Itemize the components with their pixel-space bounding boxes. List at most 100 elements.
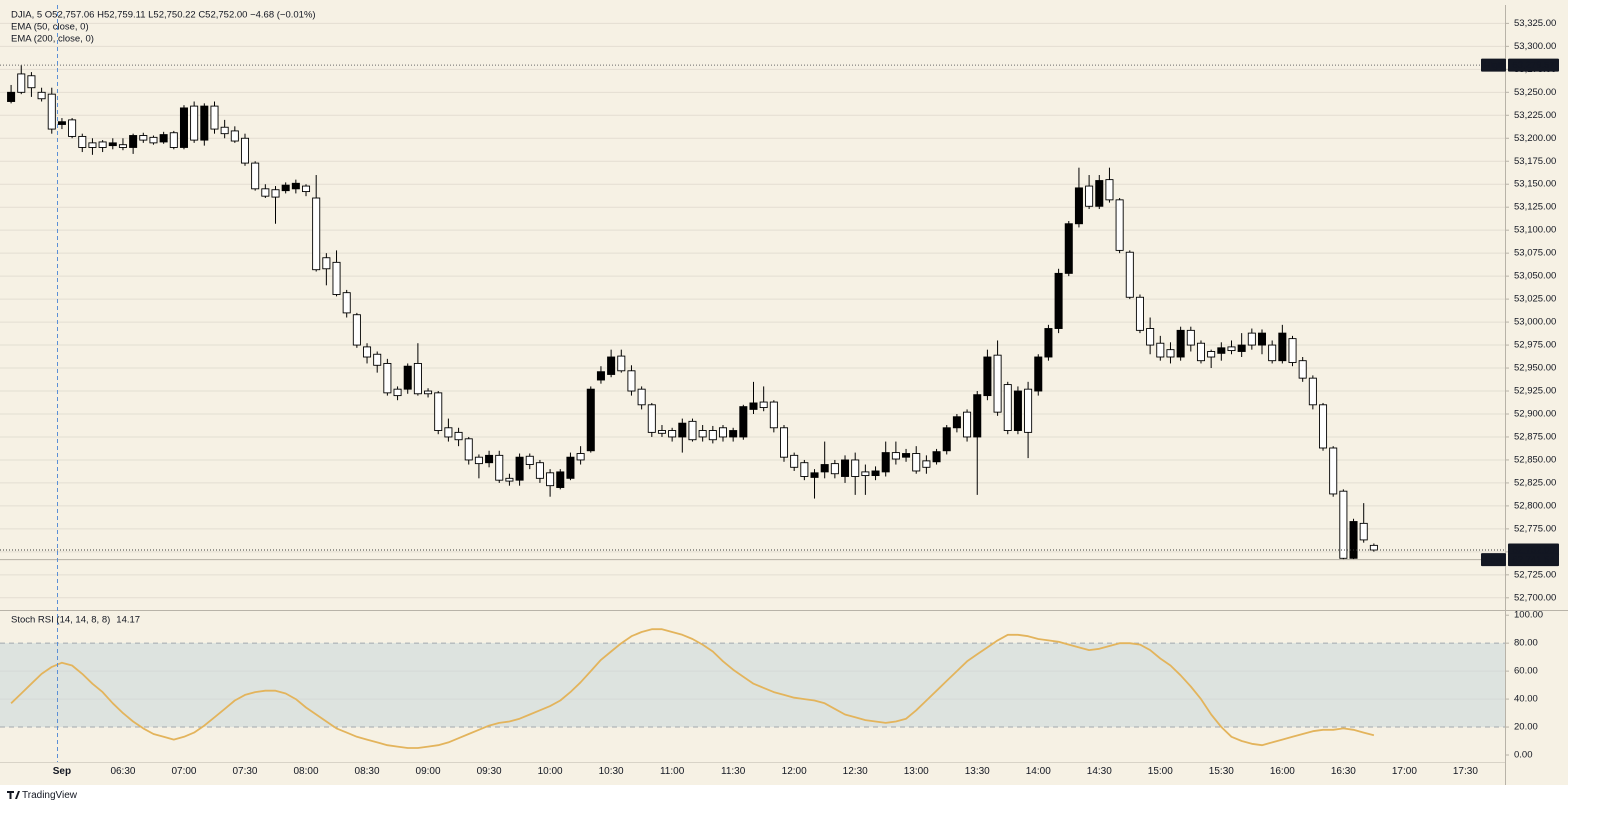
- candle-body: [1217, 347, 1226, 354]
- candle-body: [403, 365, 412, 390]
- candle-body: [251, 162, 260, 190]
- candle-body: [342, 292, 351, 314]
- candle-body: [729, 430, 738, 438]
- y-tick-label: 52,875.00: [1514, 431, 1556, 442]
- candle-body: [1308, 377, 1317, 406]
- marks-layer: [0, 64, 1505, 749]
- candle-body: [230, 130, 239, 142]
- candle-body: [759, 401, 768, 409]
- candle-body: [363, 346, 372, 358]
- candle-body: [607, 356, 616, 375]
- candle-body: [637, 388, 646, 406]
- footer-brand: TradingView: [22, 790, 78, 801]
- candle-body: [281, 184, 290, 192]
- candle-body: [1054, 272, 1063, 329]
- candle-body: [17, 73, 26, 93]
- marker-label-box: [1481, 553, 1506, 567]
- candle-body: [424, 390, 433, 395]
- candle-body: [352, 314, 361, 346]
- candle-body: [1207, 351, 1216, 358]
- y-tick-label: 52,725.00: [1514, 569, 1556, 580]
- candle-body: [1115, 199, 1124, 251]
- y-tick-label: 53,050.00: [1514, 271, 1556, 282]
- candle-body: [820, 464, 829, 473]
- y-tick-label: 53,100.00: [1514, 225, 1556, 236]
- marker-label: Low: [1485, 555, 1503, 566]
- candle-body: [434, 392, 443, 431]
- candle-body: [271, 189, 280, 198]
- candle-body: [383, 362, 392, 394]
- grid-layer: [0, 22, 1509, 756]
- candle-body: [749, 402, 758, 410]
- candle-body: [291, 182, 300, 190]
- y-tick-label: 52,950.00: [1514, 363, 1556, 374]
- y-tick-label: 80.00: [1514, 638, 1538, 649]
- y-tick-label: 53,025.00: [1514, 294, 1556, 305]
- y-tick-label: 52,850.00: [1514, 454, 1556, 465]
- marker-value: 52,752.00: [1512, 545, 1554, 556]
- candle-body: [149, 136, 158, 144]
- candle-body: [902, 453, 911, 458]
- candle-body: [546, 472, 555, 487]
- candle-body: [98, 141, 107, 148]
- candle-body: [261, 188, 270, 197]
- candle-body: [678, 422, 687, 438]
- candle-body: [332, 261, 341, 295]
- candle-body: [200, 105, 209, 141]
- candle-body: [220, 126, 229, 135]
- x-tick-label: Sep: [53, 766, 71, 777]
- candle-body: [566, 456, 575, 479]
- candle-body: [444, 427, 453, 438]
- y-tick-label: 53,175.00: [1514, 156, 1556, 167]
- x-tick-label: 12:00: [782, 766, 807, 777]
- candle-body: [68, 119, 77, 137]
- candle-body: [515, 456, 524, 481]
- candle-body: [1278, 332, 1287, 362]
- candle-body: [952, 416, 961, 429]
- x-tick-label: 07:30: [232, 766, 257, 777]
- y-tick-label: 20.00: [1514, 722, 1538, 733]
- candle-body: [169, 132, 178, 148]
- x-tick-label: 14:30: [1087, 766, 1112, 777]
- candle-body: [1339, 490, 1348, 559]
- indicator-value: 14.17: [116, 615, 140, 626]
- candle-body: [27, 75, 36, 89]
- candle-body: [535, 462, 544, 479]
- y-tick-label: 53,075.00: [1514, 248, 1556, 259]
- y-tick-label: 53,300.00: [1514, 41, 1556, 52]
- candle-body: [88, 142, 97, 148]
- candle-body: [983, 356, 992, 397]
- candle-body: [1125, 251, 1134, 298]
- candle-body: [993, 354, 1002, 413]
- candle-body: [1064, 223, 1073, 274]
- x-tick-label: 10:30: [599, 766, 624, 777]
- x-tick-label: 09:00: [416, 766, 441, 777]
- candle-body: [932, 451, 941, 463]
- candle-body: [139, 135, 148, 141]
- y-tick-label: 53,325.00: [1514, 18, 1556, 29]
- candle-body: [190, 105, 199, 141]
- y-tick-label: 100.00: [1514, 610, 1543, 621]
- candle-body: [596, 371, 605, 381]
- candle-body: [922, 460, 931, 468]
- candle-body: [810, 472, 819, 478]
- x-tick-label: 15:00: [1148, 766, 1173, 777]
- text-layer: Sep 06:30 07:00 07:30 08:00 08:30 09:00 09:30 10…: [53, 18, 1559, 777]
- candle-body: [7, 91, 16, 102]
- candle-body: [57, 121, 66, 125]
- candle-body: [322, 257, 331, 270]
- candle-body: [708, 430, 717, 441]
- candle-body: [627, 370, 636, 392]
- x-tick-label: 11:00: [660, 766, 685, 777]
- candle-body: [841, 459, 850, 477]
- candle-body: [1013, 390, 1022, 431]
- candle-body: [1156, 342, 1165, 358]
- y-tick-label: 52,900.00: [1514, 409, 1556, 420]
- candle-body: [871, 470, 880, 477]
- candle-body: [1268, 344, 1277, 362]
- y-tick-label: 52,775.00: [1514, 523, 1556, 534]
- candle-body: [454, 431, 463, 441]
- y-tick-label: 40.00: [1514, 694, 1538, 705]
- indicator-label: EMA (50, close, 0): [11, 22, 89, 33]
